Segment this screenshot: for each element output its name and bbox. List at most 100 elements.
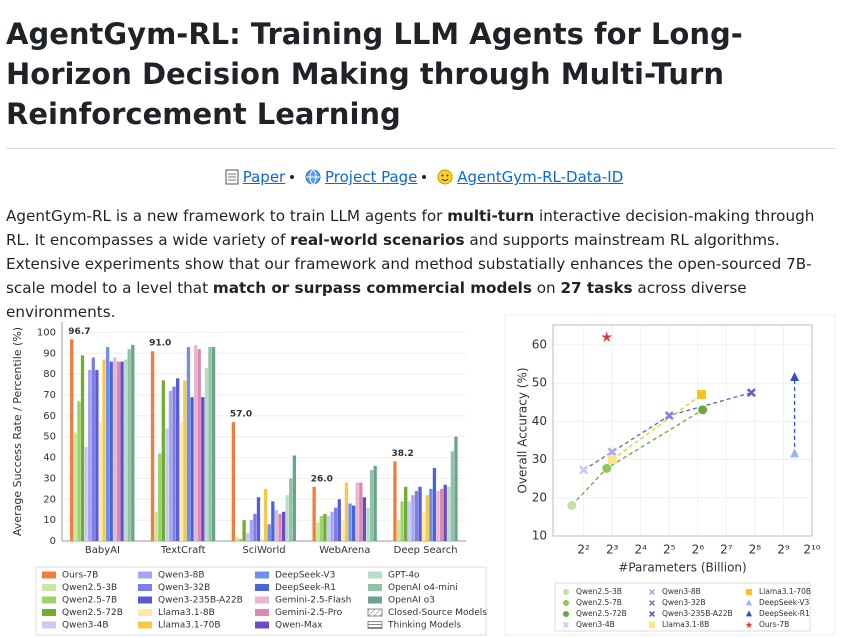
- trend-line: [583, 392, 752, 471]
- text: AgentGym-RL is a new framework to train …: [6, 207, 448, 225]
- legend-marker: [745, 621, 753, 629]
- bar: [80, 355, 85, 541]
- bar: [414, 490, 419, 541]
- x-axis-label: #Parameters (Billion): [618, 561, 746, 575]
- bar: [411, 495, 415, 541]
- y-tick-label: 90: [43, 348, 56, 359]
- legend-label: Qwen3-8B: [158, 571, 205, 581]
- bar: [77, 401, 81, 541]
- x-tick-label: 2⁶: [692, 543, 705, 557]
- scatter-point: [567, 500, 577, 510]
- scatter-point: [579, 465, 589, 475]
- bar: [443, 484, 447, 541]
- bar: [102, 359, 106, 541]
- bar: [404, 486, 408, 541]
- bar: [204, 367, 209, 541]
- legend-swatch: [138, 609, 152, 616]
- bar: [334, 507, 338, 541]
- legend-label: Qwen2.5-72B: [62, 608, 123, 618]
- bar: [131, 344, 135, 541]
- bar: [400, 501, 404, 541]
- y-tick-label: 20: [532, 490, 547, 504]
- y-tick-label: 30: [532, 452, 547, 466]
- bar: [116, 361, 121, 541]
- separator: [290, 175, 295, 179]
- legend-marker: [563, 589, 569, 595]
- bar: [113, 357, 117, 541]
- bar: [168, 390, 173, 541]
- y-tick-label: 60: [532, 337, 547, 351]
- x-tick-label: 2⁷: [720, 543, 733, 557]
- bar: [158, 453, 162, 541]
- bar: [454, 436, 458, 541]
- legend-swatch: [255, 621, 269, 629]
- description: AgentGym-RL is a new framework to train …: [6, 204, 836, 324]
- legend-swatch: [42, 584, 56, 591]
- bar: [154, 511, 158, 541]
- legend-swatch: [138, 584, 152, 591]
- bar: [176, 378, 180, 541]
- bar: [183, 380, 187, 541]
- bar: [91, 357, 95, 541]
- scatter-point: [664, 411, 674, 421]
- bar: [109, 361, 113, 541]
- legend-label: Qwen-Max: [275, 621, 323, 631]
- y-tick-label: 30: [43, 473, 56, 484]
- divider: [6, 148, 836, 149]
- text: and supports mainstream RL algorithms. E…: [6, 231, 812, 297]
- legend-label: Qwen3-235B-A22B: [662, 609, 733, 618]
- bar: [88, 369, 92, 541]
- y-tick-label: 60: [43, 411, 56, 422]
- bar: [70, 339, 74, 541]
- y-tick-label: 0: [50, 536, 56, 547]
- x-tick-label: Deep Search: [394, 545, 458, 556]
- legend-swatch: [42, 571, 56, 579]
- legend-swatch: [368, 596, 382, 604]
- bar: [330, 511, 334, 541]
- bar: [447, 486, 451, 541]
- bold-text: real-world scenarios: [290, 231, 465, 249]
- scatter-point: [601, 331, 613, 342]
- legend-label: Qwen2.5-7B: [62, 596, 117, 606]
- legend-label: Qwen3-4B: [576, 620, 615, 629]
- bar: [366, 507, 370, 541]
- bold-text: multi-turn: [447, 207, 535, 225]
- scatter-point: [607, 455, 617, 465]
- bar: [246, 532, 250, 541]
- link-row: Paper Project Page AgentGym-RL-Data-ID: [0, 165, 842, 189]
- value-label: 38.2: [392, 449, 414, 459]
- legend-label: Llama3.1-70B: [759, 587, 811, 596]
- bar: [208, 347, 212, 541]
- bar: [120, 361, 124, 541]
- bar: [190, 397, 194, 541]
- paper-link[interactable]: Paper: [242, 168, 286, 186]
- project-link[interactable]: Project Page: [325, 168, 418, 186]
- x-tick-label: TextCraft: [160, 545, 206, 556]
- bar: [429, 488, 433, 541]
- legend-label: Llama3.1-8B: [662, 620, 709, 629]
- dataset-link[interactable]: AgentGym-RL-Data-ID: [457, 168, 624, 186]
- value-label: 26.0: [311, 474, 333, 484]
- legend-swatch: [255, 609, 269, 616]
- bar: [289, 478, 293, 541]
- legend-swatch: [138, 596, 152, 604]
- bar: [359, 482, 363, 541]
- scatter-frame: [504, 314, 836, 636]
- bar: [179, 422, 183, 541]
- bar: [165, 428, 169, 541]
- legend-label: Qwen3-4B: [62, 621, 109, 631]
- bar: [285, 495, 289, 541]
- x-tick-label: BabyAI: [85, 545, 120, 556]
- trend-line: [611, 394, 702, 461]
- legend-label: DeepSeek-R1: [275, 583, 336, 593]
- bar: [256, 497, 261, 541]
- legend-marker: [563, 600, 569, 606]
- bar: [344, 482, 349, 541]
- legend-swatch: [42, 609, 56, 616]
- bar: [260, 538, 264, 541]
- scatter-point: [602, 463, 612, 473]
- bar: [432, 468, 437, 541]
- legend-label: Gemini-2.5-Flash: [275, 596, 351, 606]
- bar: [105, 347, 110, 541]
